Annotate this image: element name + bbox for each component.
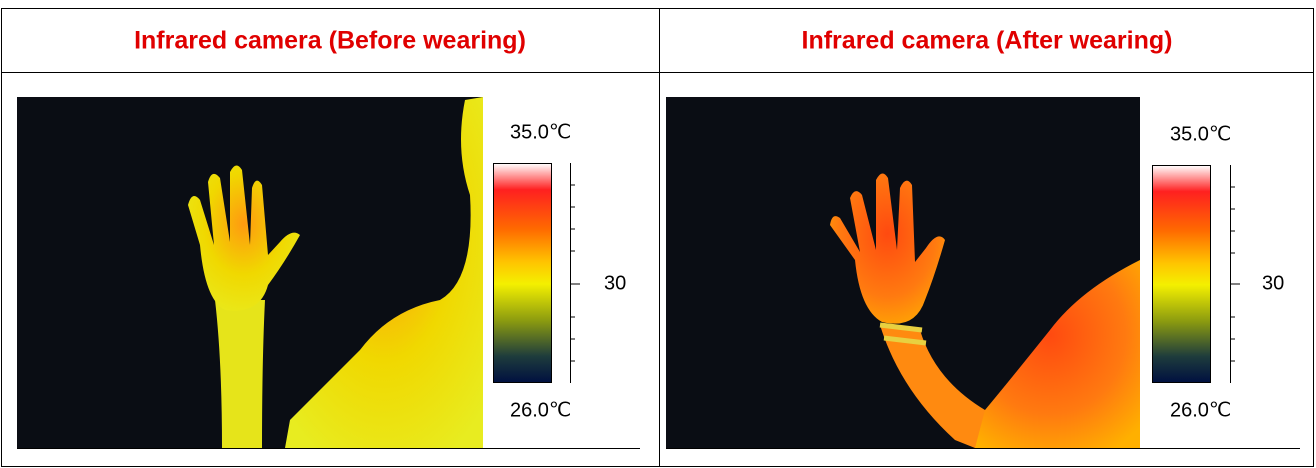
thermal-image: 35.0℃ 30 26.0℃: [17, 97, 640, 449]
scale-min: 26.0℃: [510, 399, 571, 421]
scale-max: 35.0℃: [510, 121, 571, 143]
table-frame: [1, 8, 1314, 467]
scale-max: 35.0℃: [1170, 123, 1231, 145]
thermal-image: 35.0℃ 30 26.0℃: [666, 97, 1300, 449]
column-header: Infrared camera (After wearing): [802, 27, 1173, 55]
scale-mid: 30: [604, 272, 626, 294]
column-header: Infrared camera (Before wearing): [134, 27, 526, 55]
scale-min: 26.0℃: [1170, 399, 1231, 421]
scale-mid: 30: [1262, 272, 1284, 294]
